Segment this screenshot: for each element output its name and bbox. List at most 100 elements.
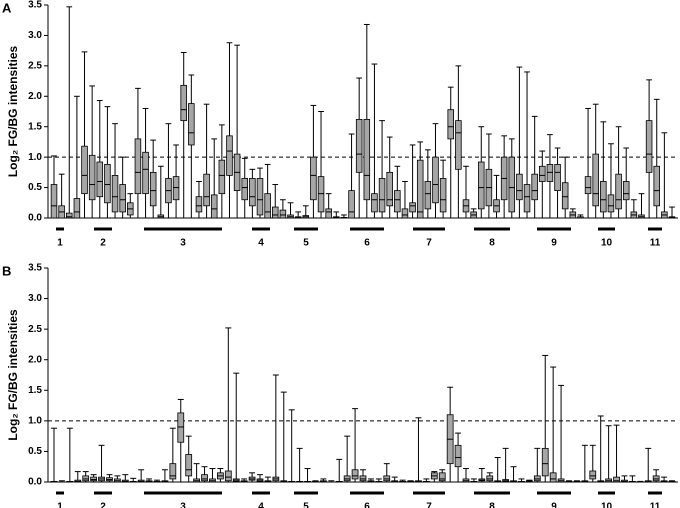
box (541, 447, 549, 477)
box (111, 174, 119, 213)
box (589, 470, 597, 480)
box (224, 470, 232, 482)
box (447, 109, 455, 140)
box (96, 161, 104, 198)
box (531, 173, 538, 201)
box (394, 190, 401, 213)
box (195, 196, 203, 213)
box (226, 135, 233, 176)
panel-label: A (2, 0, 12, 15)
box (455, 120, 462, 170)
box (546, 164, 554, 182)
group-label: 8 (489, 502, 495, 508)
box (82, 475, 90, 482)
box (348, 190, 355, 219)
box (416, 159, 424, 219)
box (241, 178, 249, 201)
y-tick-label: 2.0 (28, 91, 42, 102)
group-label: 1 (57, 502, 63, 508)
box (65, 212, 73, 219)
y-tick-label: 2.5 (28, 60, 42, 71)
y-tick-label: 3.0 (28, 293, 42, 304)
box (645, 120, 653, 173)
box (169, 463, 177, 480)
y-tick-label: 1.0 (28, 415, 42, 426)
group-label: 2 (100, 238, 106, 249)
box (351, 469, 359, 480)
box (73, 198, 81, 219)
box (486, 475, 494, 482)
group-label: 10 (601, 238, 613, 249)
box (104, 164, 111, 204)
box (401, 208, 409, 219)
box (134, 138, 142, 195)
box (271, 206, 279, 219)
box (325, 208, 332, 219)
box (188, 103, 195, 146)
group-label: 5 (303, 502, 309, 508)
group-label: 10 (601, 502, 613, 508)
y-tick-label: 3.0 (28, 30, 42, 41)
y-tick-label: 0.5 (28, 182, 42, 193)
box (600, 181, 607, 213)
box (180, 84, 187, 122)
box (81, 145, 88, 195)
box (561, 182, 569, 210)
group-label: 3 (180, 238, 186, 249)
panel-label: B (2, 263, 11, 278)
box (201, 474, 208, 482)
box (256, 178, 264, 216)
box (454, 444, 462, 468)
box (607, 194, 615, 213)
box (177, 412, 185, 443)
y-tick-label: 2.0 (28, 354, 42, 365)
box (615, 173, 622, 210)
group-label: 7 (426, 238, 432, 249)
box (279, 209, 287, 219)
y-tick-label: 0.0 (28, 477, 42, 488)
group-label: 11 (650, 238, 661, 249)
box (622, 181, 630, 201)
group-label: 4 (258, 238, 264, 249)
y-tick-label: 1.0 (28, 152, 42, 163)
box (371, 193, 378, 213)
box (203, 173, 210, 207)
box (355, 119, 363, 173)
box (438, 472, 446, 482)
box (218, 159, 226, 195)
box (359, 475, 367, 482)
box (592, 153, 599, 207)
box (439, 178, 447, 213)
box (185, 454, 193, 477)
group-label: 9 (551, 238, 557, 249)
y-axis-label: Log₂ FG/BG intensities (6, 46, 20, 178)
group-label: 8 (489, 238, 495, 249)
box (343, 475, 351, 482)
box (523, 184, 531, 213)
y-tick-label: 0.0 (28, 213, 42, 224)
box (508, 156, 516, 213)
box (210, 194, 218, 219)
box (172, 176, 180, 201)
y-axis-label: Log₂ FG/BG intensities (6, 309, 20, 441)
box (119, 184, 126, 213)
box (264, 193, 271, 219)
group-label: 3 (180, 502, 186, 508)
group-label: 7 (426, 502, 432, 508)
box (549, 472, 557, 483)
box (249, 178, 256, 207)
box (90, 476, 97, 482)
group-label: 4 (258, 502, 264, 508)
box (652, 475, 660, 482)
box (310, 156, 317, 201)
group-label: 1 (57, 238, 63, 249)
group-label: 9 (551, 502, 557, 508)
group-label: 2 (100, 502, 106, 508)
group-label: 11 (650, 502, 661, 508)
group-label: 5 (303, 238, 309, 249)
y-tick-label: 1.5 (28, 385, 42, 396)
box (142, 151, 149, 195)
y-tick-label: 2.5 (28, 324, 42, 335)
box (424, 181, 432, 210)
